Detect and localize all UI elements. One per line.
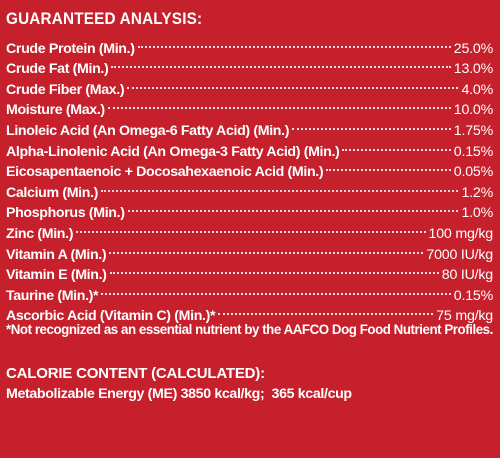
analysis-row: Phosphorus (Min.) 1.0% xyxy=(6,197,493,221)
nutrient-name: Alpha-Linolenic Acid (An Omega-3 Fatty A… xyxy=(6,143,340,160)
aafco-footnote: *Not recognized as an essential nutrient… xyxy=(6,322,493,338)
nutrient-name: Eicosapentaenoic + Docosahexaenoic Acid … xyxy=(6,164,324,181)
nutrient-name: Ascorbic Acid (Vitamin C) (Min.)* xyxy=(6,308,216,325)
nutrient-name: Crude Fiber (Max.) xyxy=(6,81,125,98)
dot-leader xyxy=(126,73,459,94)
dot-leader xyxy=(107,94,452,115)
analysis-row: Crude Fat (Min.) 13.0% xyxy=(6,53,493,77)
dot-leader xyxy=(100,176,459,197)
analysis-row: Vitamin A (Min.) 7000 IU/kg xyxy=(6,238,493,263)
nutrient-value: 1.2% xyxy=(461,184,493,201)
analysis-row: Crude Protein (Min.) 25.0% xyxy=(6,32,493,57)
metabolizable-energy-line: Metabolizable Energy (ME) 3850 kcal/kg; … xyxy=(6,386,352,403)
dot-leader xyxy=(127,197,460,218)
analysis-row: Ascorbic Acid (Vitamin C) (Min.)* 75 mg/… xyxy=(6,300,493,324)
nutrient-value: 25.0% xyxy=(453,40,493,57)
nutrient-name: Vitamin E (Min.) xyxy=(6,267,107,284)
analysis-row: Eicosapentaenoic + Docosahexaenoic Acid … xyxy=(6,156,493,180)
nutrient-value: 10.0% xyxy=(453,102,493,119)
nutrient-value: 7000 IU/kg xyxy=(426,246,493,263)
nutrient-value: 1.75% xyxy=(453,122,493,139)
nutrient-value: 80 IU/kg xyxy=(441,267,493,284)
analysis-row: Taurine (Min.)* 0.15% xyxy=(6,279,493,304)
dot-leader xyxy=(137,32,452,53)
analysis-row: Calcium (Min.) 1.2% xyxy=(6,176,493,201)
nutrient-value: 13.0% xyxy=(453,61,493,78)
nutrient-name: Crude Fat (Min.) xyxy=(6,61,109,78)
nutrient-value: 4.0% xyxy=(461,81,493,98)
nutrient-name: Moisture (Max.) xyxy=(6,102,105,119)
dot-leader xyxy=(325,156,452,177)
analysis-row: Vitamin E (Min.) 80 IU/kg xyxy=(6,259,493,283)
guaranteed-analysis-title: GUARANTEED ANALYSIS: xyxy=(6,9,203,28)
calorie-content-title: CALORIE CONTENT (CALCULATED): xyxy=(6,365,265,383)
dot-leader xyxy=(291,114,452,135)
analysis-row: Linoleic Acid (An Omega-6 Fatty Acid) (M… xyxy=(6,114,493,139)
nutrient-name: Crude Protein (Min.) xyxy=(6,40,135,57)
dot-leader xyxy=(108,238,424,259)
nutrient-name: Taurine (Min.)* xyxy=(6,287,99,304)
nutrient-value: 0.15% xyxy=(453,287,493,304)
nutrient-value: 100 mg/kg xyxy=(428,225,494,242)
nutrient-name: Zinc (Min.) xyxy=(6,225,74,242)
nutrient-name: Calcium (Min.) xyxy=(6,184,99,201)
nutrient-name: Vitamin A (Min.) xyxy=(6,246,107,263)
nutrient-value: 0.15% xyxy=(453,143,493,160)
dot-leader xyxy=(109,259,440,280)
nutrient-value: 75 mg/kg xyxy=(436,308,493,325)
calorie-content-section: CALORIE CONTENT (CALCULATED): Metaboliza… xyxy=(6,364,493,404)
analysis-row: Crude Fiber (Max.) 4.0% xyxy=(6,73,493,98)
dot-leader xyxy=(75,217,427,238)
dot-leader xyxy=(110,53,452,74)
nutrient-value: 1.0% xyxy=(461,205,493,222)
analysis-row: Alpha-Linolenic Acid (An Omega-3 Fatty A… xyxy=(6,135,493,160)
dot-leader xyxy=(341,135,452,156)
nutrient-value: 0.05% xyxy=(453,164,493,181)
nutrient-name: Linoleic Acid (An Omega-6 Fatty Acid) (M… xyxy=(6,122,290,139)
nutrient-name: Phosphorus (Min.) xyxy=(6,205,125,222)
analysis-list: Crude Protein (Min.) 25.0% Crude Fat (Mi… xyxy=(6,32,493,325)
analysis-row: Zinc (Min.) 100 mg/kg xyxy=(6,217,493,242)
dot-leader xyxy=(217,300,434,321)
analysis-row: Moisture (Max.) 10.0% xyxy=(6,94,493,118)
dot-leader xyxy=(100,279,452,300)
